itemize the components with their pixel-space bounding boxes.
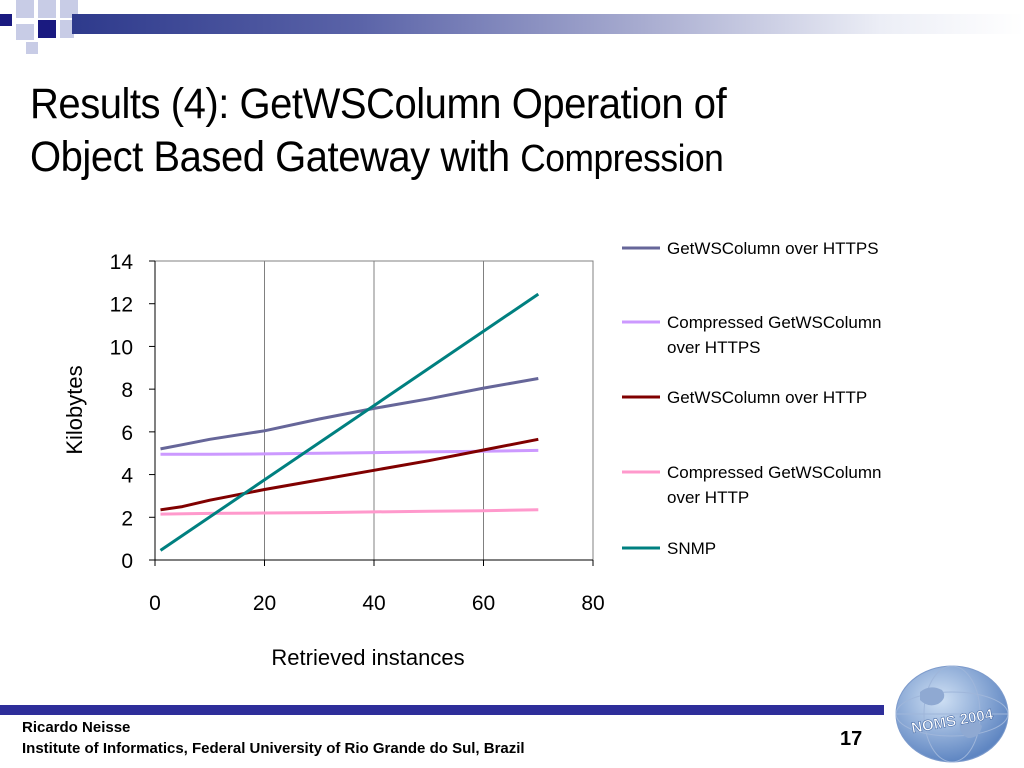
x-tick-label: 40 xyxy=(362,592,385,615)
series-line-1 xyxy=(160,377,539,451)
legend-label-1: GetWSColumn over HTTPS xyxy=(667,239,879,258)
series-line-3 xyxy=(160,437,539,512)
x-tick-label: 80 xyxy=(581,592,604,615)
x-tick-label: 20 xyxy=(253,592,276,615)
decorative-corner-squares xyxy=(0,0,78,54)
y-tick-label: 2 xyxy=(121,507,133,530)
legend-label-2: Compressed GetWSColumn xyxy=(667,313,881,332)
footer-rule xyxy=(0,705,884,715)
footer-institution: Institute of Informatics, Federal Univer… xyxy=(22,740,525,757)
legend-label-2: over HTTPS xyxy=(667,338,761,357)
footer-author: Ricardo Neisse xyxy=(22,719,131,736)
x-axis-title: Retrieved instances xyxy=(271,645,464,670)
header-gradient-band xyxy=(72,14,1024,34)
y-tick-label: 0 xyxy=(121,550,133,573)
y-tick-label: 4 xyxy=(121,465,133,488)
line-chart: 0 2 4 6 8 10 12 14 0 20 40 60 80 Retrieved instances K… xyxy=(62,239,881,670)
x-tick-label: 0 xyxy=(149,592,161,615)
y-tick-label: 8 xyxy=(121,379,133,402)
y-tick-label: 10 xyxy=(110,336,133,359)
x-tick-label: 60 xyxy=(472,592,495,615)
page-number: 17 xyxy=(840,728,863,750)
y-tick-label: 14 xyxy=(110,251,134,274)
legend-label-3: GetWSColumn over HTTP xyxy=(667,388,867,407)
y-tick-label: 6 xyxy=(121,422,133,445)
y-axis-title: Kilobytes xyxy=(62,365,87,454)
noms-globe-logo-icon: NOMS 2004 xyxy=(895,665,1009,763)
legend-label-4: Compressed GetWSColumn xyxy=(667,463,881,482)
title-line-2: Object Based Gateway with xyxy=(30,133,521,181)
y-tick-label: 12 xyxy=(110,294,133,317)
slide-title: Results (4): GetWSColumn Operation of Ob… xyxy=(30,78,923,186)
series-line-4 xyxy=(160,508,539,516)
series-line-5 xyxy=(159,292,540,552)
legend-label-4: over HTTP xyxy=(667,488,749,507)
title-line-2-emphasis: Compression xyxy=(520,138,724,180)
legend-label-5: SNMP xyxy=(667,539,716,558)
title-line-1: Results (4): GetWSColumn Operation of xyxy=(30,80,727,128)
